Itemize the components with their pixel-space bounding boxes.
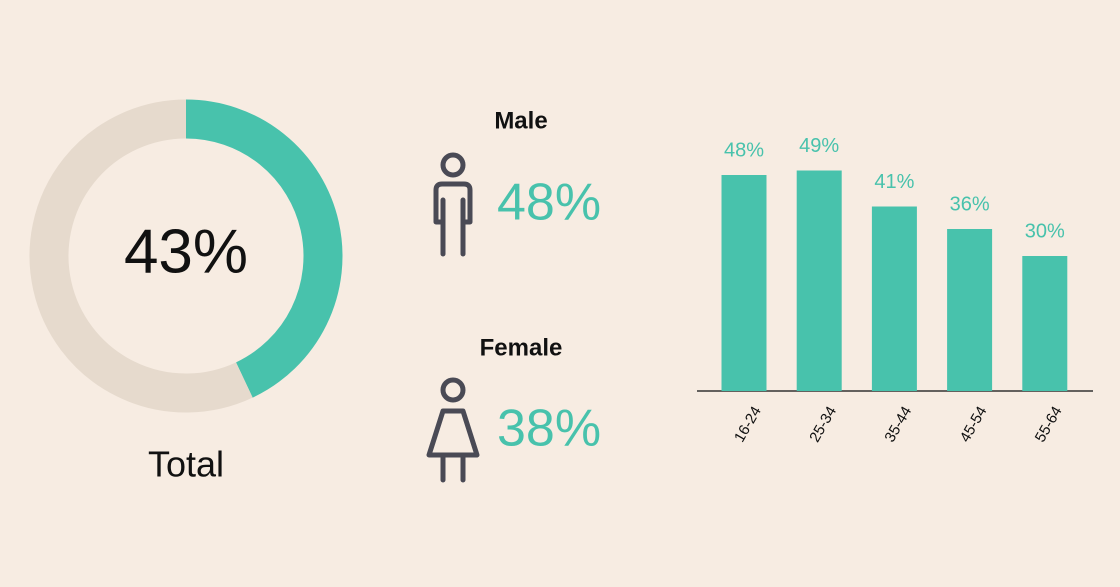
- male-icon: [433, 152, 473, 257]
- donut-value-label: 43%: [124, 217, 248, 286]
- bar: [1022, 256, 1068, 391]
- stat-label: Male: [494, 107, 547, 134]
- donut-segment: [29, 99, 253, 413]
- stat-value: 48%: [497, 174, 601, 232]
- female-icon: [426, 377, 480, 483]
- stat-value: 38%: [497, 400, 601, 458]
- donut-segment: [185, 99, 343, 398]
- bar-value-label: 30%: [1025, 220, 1065, 242]
- bar-value-label: 48%: [724, 139, 764, 161]
- bar-value-label: 36%: [950, 193, 990, 215]
- bar-value-label: 49%: [799, 135, 839, 157]
- bar-value-label: 41%: [874, 171, 914, 193]
- stat-label: Female: [480, 334, 563, 361]
- bar: [871, 206, 917, 391]
- bar: [721, 175, 767, 391]
- bar: [947, 229, 993, 391]
- donut-title: Total: [148, 444, 224, 485]
- bar: [796, 170, 842, 391]
